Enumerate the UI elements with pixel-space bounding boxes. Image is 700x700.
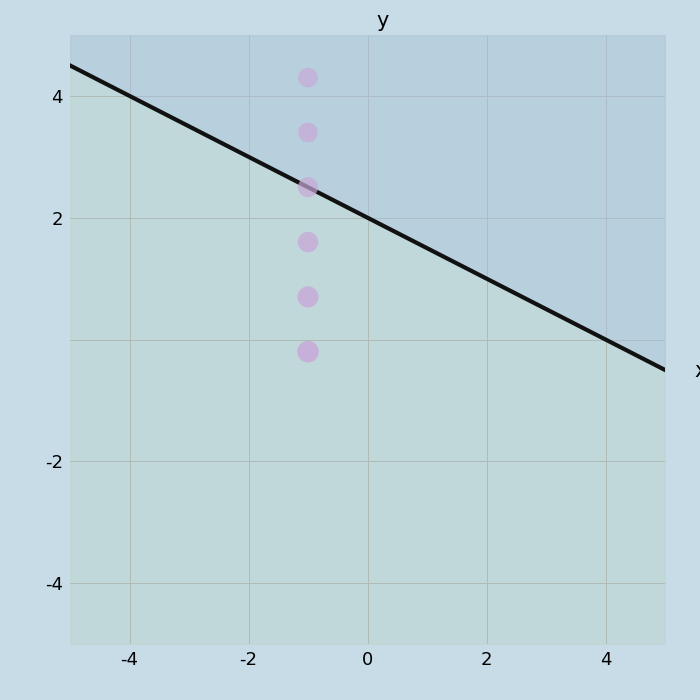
- Text: x: x: [694, 360, 700, 381]
- Point: [302, 127, 314, 138]
- Point: [302, 291, 314, 302]
- Point: [302, 237, 314, 248]
- Point: [302, 18, 314, 29]
- Point: [302, 72, 314, 83]
- Text: y: y: [377, 10, 389, 31]
- Point: [302, 346, 314, 357]
- Point: [302, 181, 314, 193]
